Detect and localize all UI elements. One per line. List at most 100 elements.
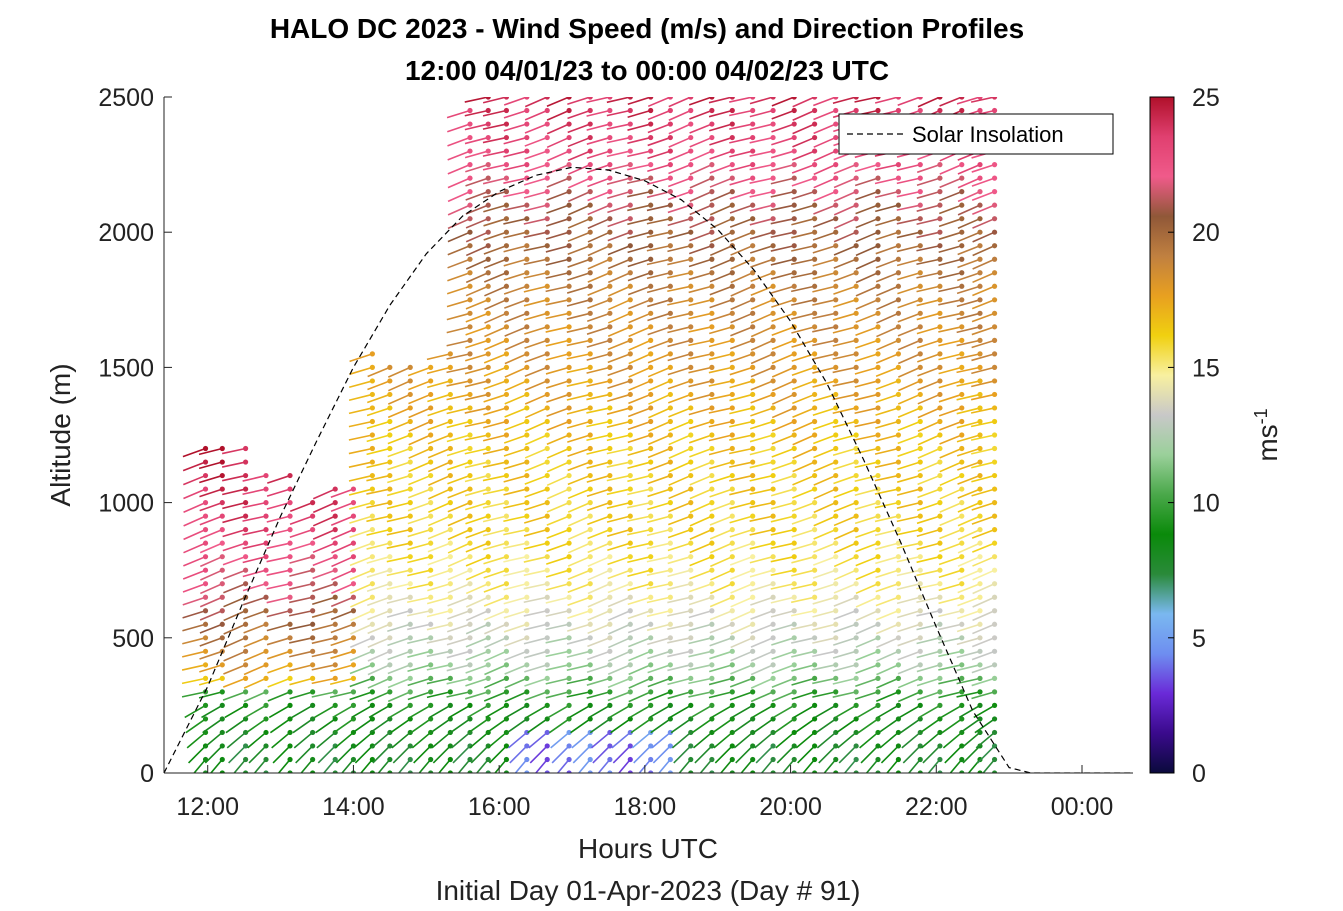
wind-barb-head <box>369 594 375 600</box>
wind-barb-head <box>607 635 613 641</box>
wind-barb <box>219 770 225 773</box>
wind-barb-head <box>503 540 510 546</box>
wind-barb <box>242 500 269 509</box>
wind-barb-head <box>428 581 434 587</box>
wind-barb <box>427 405 453 417</box>
wind-barb-shaft <box>446 312 471 321</box>
wind-barb-shaft <box>524 691 548 701</box>
wind-barb-head <box>544 270 550 276</box>
wind-barb-shaft <box>465 542 489 553</box>
wind-barb-head <box>917 445 923 452</box>
wind-barb-head <box>467 378 473 384</box>
wind-barb-head <box>917 567 923 573</box>
wind-barb <box>447 256 473 269</box>
wind-barb-head <box>485 256 491 262</box>
wind-barb <box>485 770 491 773</box>
wind-barb-head <box>428 756 434 763</box>
wind-barb <box>447 513 473 527</box>
wind-barb-head <box>243 472 249 479</box>
wind-barb <box>199 635 225 647</box>
wind-barb-head <box>503 432 510 438</box>
wind-barb-head <box>407 729 413 736</box>
wind-barb-head <box>895 594 902 600</box>
wind-barb-head <box>729 648 735 654</box>
wind-barb-shaft <box>387 366 411 378</box>
wind-barb-shaft <box>504 664 528 675</box>
wind-barb-head <box>770 635 776 641</box>
wind-barb-head <box>467 635 473 641</box>
wind-barb-head <box>587 351 593 357</box>
wind-barb-head <box>202 621 209 627</box>
wind-barb <box>407 500 434 512</box>
wind-barb-head <box>503 162 510 168</box>
wind-barb <box>446 648 473 659</box>
wind-barb-head <box>917 107 923 114</box>
wind-barb-shaft <box>446 285 471 295</box>
wind-barb <box>503 472 530 483</box>
wind-barb-head <box>566 324 572 330</box>
wind-barb-shaft <box>182 623 206 632</box>
wind-barb-shaft <box>525 772 527 773</box>
wind-barb <box>447 567 473 581</box>
wind-barb-head <box>503 97 510 100</box>
wind-barb-shaft <box>181 650 206 658</box>
wind-barb-head <box>750 337 756 343</box>
wind-barb <box>203 729 225 749</box>
wind-barb-head <box>791 540 797 546</box>
wind-barb-head <box>627 189 633 195</box>
wind-barb-head <box>853 459 859 465</box>
wind-barb-head <box>243 513 249 519</box>
wind-barb-head <box>544 608 550 614</box>
wind-barb-shaft <box>367 637 391 649</box>
wind-barb <box>503 175 530 184</box>
wind-barb-head <box>709 445 715 452</box>
wind-barb <box>446 337 473 347</box>
wind-barb-head <box>770 107 776 114</box>
wind-barb-head <box>369 540 375 546</box>
wind-barb-shaft <box>504 637 528 647</box>
wind-barb-shaft <box>504 380 528 392</box>
wind-barb-head <box>812 97 818 100</box>
wind-barb-head <box>428 567 434 573</box>
wind-barb-head <box>895 621 902 627</box>
wind-barb-head <box>607 513 613 519</box>
wind-barb-head <box>648 364 654 370</box>
wind-barb-head <box>219 554 225 560</box>
wind-barb-head <box>853 189 859 195</box>
wind-barb <box>447 500 473 513</box>
wind-barb-shaft <box>222 569 246 580</box>
wind-barb-head <box>467 391 473 398</box>
wind-barb-head <box>524 513 530 519</box>
wind-barb-head <box>587 554 593 560</box>
wind-barb-head <box>648 297 654 303</box>
wind-barb <box>322 756 338 773</box>
wind-barb-shaft <box>182 637 206 645</box>
wind-barb-shaft <box>348 407 373 415</box>
wind-barb <box>750 770 756 773</box>
wind-barb-head <box>812 148 818 154</box>
wind-barb <box>386 608 413 618</box>
wind-barb-head <box>350 540 357 546</box>
wind-barb-shaft <box>317 745 336 764</box>
wind-barb-shaft <box>465 528 489 539</box>
wind-barb-head <box>503 270 510 276</box>
wind-barb-head <box>750 472 756 479</box>
wind-barb-head <box>875 378 881 384</box>
wind-barb-shaft <box>482 461 507 468</box>
wind-barb-head <box>387 729 393 736</box>
wind-barb-head <box>875 97 881 100</box>
wind-barb-head <box>648 162 654 168</box>
wind-barb-head <box>607 662 613 668</box>
wind-barb-head <box>428 364 434 370</box>
wind-barb <box>311 662 338 671</box>
wind-barb-head <box>332 621 338 627</box>
wind-barb-head <box>524 256 530 262</box>
wind-barb-head <box>977 716 983 722</box>
wind-barb-head <box>524 283 530 289</box>
wind-barb-head <box>791 635 797 641</box>
wind-barb <box>386 554 413 563</box>
wind-barb-head <box>524 472 530 479</box>
wind-barb-head <box>917 689 923 695</box>
wind-barb-head <box>407 567 413 573</box>
wind-barb-head <box>524 702 530 709</box>
